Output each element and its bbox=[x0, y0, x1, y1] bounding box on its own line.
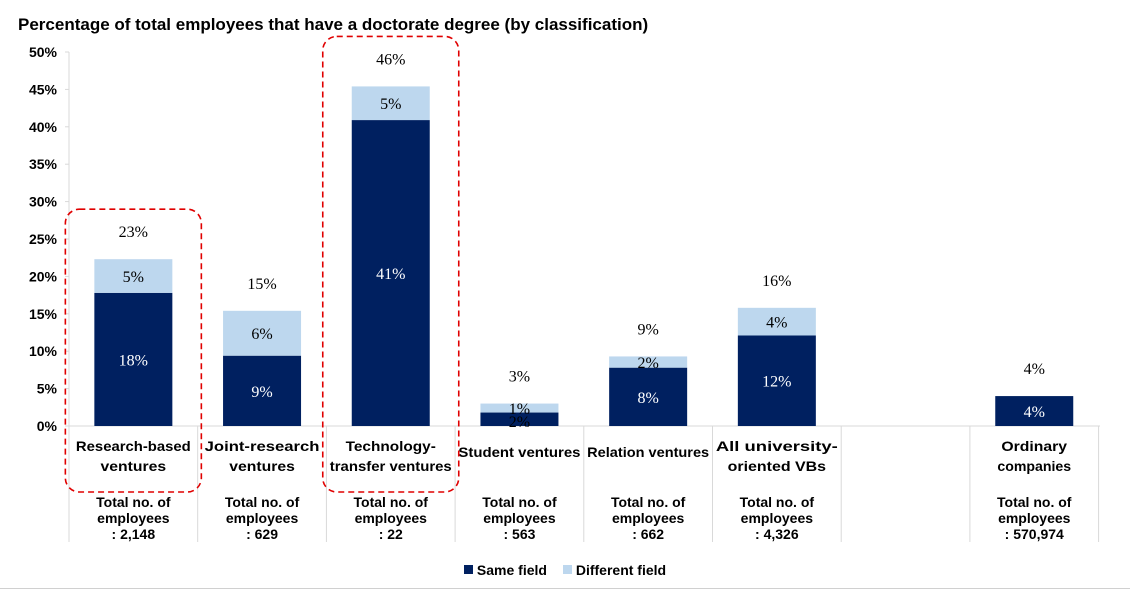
bar-same-field bbox=[995, 396, 1074, 426]
category-label: oriented VBs bbox=[728, 458, 827, 474]
y-tick-label: 10% bbox=[29, 343, 58, 359]
y-tick-label: 35% bbox=[29, 156, 58, 172]
bar-same-field bbox=[609, 367, 688, 426]
bar-same-field bbox=[737, 335, 816, 426]
employee-total-label: employees bbox=[355, 510, 428, 526]
category-label: Technology- bbox=[346, 438, 437, 454]
legend-swatch-same-field bbox=[463, 565, 473, 574]
employee-total-label: : 4,326 bbox=[755, 526, 799, 542]
data-label-total: 46% bbox=[376, 51, 405, 68]
data-label-different-field: 4% bbox=[766, 315, 787, 332]
category-label: transfer ventures bbox=[330, 458, 452, 474]
category-label: companies bbox=[997, 458, 1071, 474]
y-tick-label: 15% bbox=[29, 306, 58, 322]
data-label-total: 23% bbox=[119, 224, 148, 241]
category-label: Ordinary bbox=[1001, 438, 1067, 454]
data-label-total: 16% bbox=[762, 273, 791, 290]
employee-total-label: employees bbox=[612, 510, 685, 526]
category-label: ventures bbox=[101, 458, 167, 474]
bar-different-field bbox=[737, 307, 816, 336]
y-tick-label: 20% bbox=[29, 268, 58, 284]
bar-same-field bbox=[480, 412, 559, 426]
data-label-same-field: 2% bbox=[509, 414, 530, 431]
legend-item-same-field: Same field bbox=[463, 561, 547, 578]
employee-total-label: : 570,974 bbox=[1005, 526, 1064, 542]
data-label-different-field: 2% bbox=[637, 355, 658, 372]
bar-different-field bbox=[351, 86, 430, 121]
data-label-total: 15% bbox=[247, 276, 276, 293]
bar-same-field bbox=[351, 120, 430, 427]
chart-legend: Same field Different field bbox=[0, 561, 1130, 578]
category-label: ventures bbox=[229, 458, 295, 474]
y-tick-label: 25% bbox=[29, 231, 58, 247]
data-label-same-field: 8% bbox=[637, 390, 658, 407]
data-label-different-field: 6% bbox=[251, 326, 272, 343]
y-tick-label: 50% bbox=[29, 44, 58, 60]
bar-same-field bbox=[223, 355, 302, 426]
data-label-same-field: 12% bbox=[762, 374, 791, 391]
category-label: Joint-research bbox=[205, 438, 320, 454]
bottom-divider bbox=[0, 588, 1130, 589]
highlight-box bbox=[321, 35, 460, 493]
y-tick-label: 45% bbox=[29, 81, 58, 97]
data-label-same-field: 41% bbox=[376, 266, 405, 283]
employee-total-label: Total no. of bbox=[482, 494, 557, 510]
data-label-same-field: 9% bbox=[251, 384, 272, 401]
y-tick-label: 40% bbox=[29, 119, 58, 135]
employee-total-label: employees bbox=[998, 510, 1071, 526]
bar-different-field bbox=[223, 310, 302, 356]
legend-label-same-field: Same field bbox=[476, 561, 547, 578]
y-tick-label: 30% bbox=[29, 194, 58, 210]
data-label-different-field: 5% bbox=[380, 96, 401, 113]
category-label: All university- bbox=[716, 438, 838, 454]
bar-same-field bbox=[94, 292, 173, 426]
data-label-same-field: 4% bbox=[1024, 404, 1045, 421]
legend-label-different-field: Different field bbox=[575, 561, 667, 578]
data-label-different-field: 5% bbox=[123, 269, 144, 286]
employee-total-label: : 629 bbox=[246, 526, 278, 542]
employee-total-label: : 22 bbox=[379, 526, 403, 542]
bar-different-field bbox=[480, 403, 559, 413]
legend-swatch-different-field bbox=[562, 565, 572, 574]
employee-total-label: Total no. of bbox=[225, 494, 300, 510]
data-label-total: 3% bbox=[509, 369, 530, 386]
employee-total-label: : 563 bbox=[503, 526, 535, 542]
employee-total-label: employees bbox=[226, 510, 299, 526]
employee-total-label: employees bbox=[97, 510, 170, 526]
data-label-total: 4% bbox=[1024, 361, 1045, 378]
employee-total-label: : 662 bbox=[632, 526, 664, 542]
highlight-box bbox=[64, 208, 203, 493]
category-label: Research-based bbox=[76, 438, 191, 454]
y-tick-label: 0% bbox=[37, 418, 58, 434]
chart-title: Percentage of total employees that have … bbox=[18, 15, 649, 34]
employee-total-label: : 2,148 bbox=[112, 526, 156, 542]
employee-total-label: Total no. of bbox=[611, 494, 686, 510]
bar-different-field bbox=[94, 259, 173, 293]
category-label: Relation ventures bbox=[587, 444, 709, 460]
employee-total-label: Total no. of bbox=[740, 494, 815, 510]
employee-total-label: Total no. of bbox=[354, 494, 429, 510]
data-label-different-field: 1% bbox=[509, 401, 530, 418]
bar-different-field bbox=[609, 356, 688, 368]
employee-total-label: Total no. of bbox=[96, 494, 171, 510]
category-label: Student ventures bbox=[458, 444, 580, 460]
data-label-same-field: 18% bbox=[119, 352, 148, 369]
employee-total-label: employees bbox=[741, 510, 814, 526]
employee-total-label: employees bbox=[483, 510, 556, 526]
data-label-total: 9% bbox=[637, 321, 658, 338]
y-tick-label: 5% bbox=[37, 381, 58, 397]
employee-total-label: Total no. of bbox=[997, 494, 1072, 510]
legend-item-different-field: Different field bbox=[562, 561, 667, 578]
